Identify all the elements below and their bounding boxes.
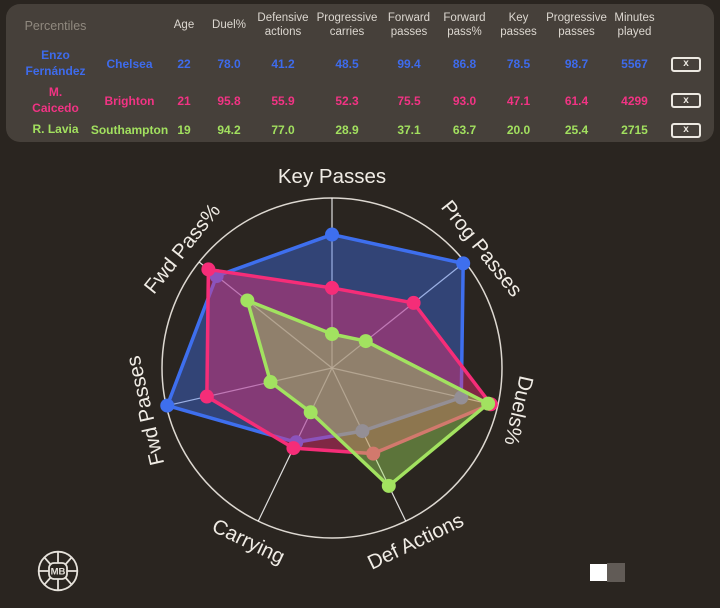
cell-duel: 78.0 (217, 57, 241, 71)
radar-data-point (406, 295, 421, 310)
player-team: Southampton (90, 123, 169, 137)
table-corner-label: Percentiles (24, 19, 87, 33)
cell-forward-pass-pct: 86.8 (452, 57, 477, 71)
cell-forward-pass-pct: 93.0 (452, 93, 477, 108)
player-team: Brighton (104, 93, 155, 108)
cell-forward-pass-pct: 63.7 (452, 123, 477, 137)
radar-spoke (166, 367, 333, 407)
radar-data-point (286, 441, 301, 456)
remove-player-button[interactable]: x (671, 93, 701, 108)
radar-series-polygon (205, 267, 493, 456)
cell-progressive-passes: 25.4 (564, 123, 589, 137)
cell-progressive-carries: 28.9 (335, 123, 359, 137)
radar-axis-label: Def Actions (364, 509, 467, 575)
cell-minutes-played: 2715 (621, 123, 648, 137)
column-header-age: Age (173, 19, 195, 32)
radar-axis-label: Carrying (209, 514, 289, 568)
radar-data-point (263, 375, 278, 390)
player-team: Chelsea (106, 57, 153, 71)
radar-data-point (481, 396, 496, 411)
cell-forward-passes: 99.4 (397, 57, 421, 71)
column-header-progressive-carries: Progressive carries (316, 12, 378, 38)
remove-player-button[interactable]: x (671, 122, 701, 138)
column-header-duel: Duel% (212, 19, 246, 32)
cell-minutes-played: 4299 (621, 93, 648, 108)
logo-text: MB (51, 566, 66, 577)
percentiles-table-panel: Percentiles Age Duel% Defensive actions … (6, 4, 714, 142)
cell-progressive-carries: 48.5 (335, 57, 359, 71)
cell-age: 19 (177, 123, 191, 137)
cell-minutes-played: 5567 (621, 57, 648, 71)
swatch-white[interactable] (590, 564, 607, 581)
cell-defensive-actions: 55.9 (271, 93, 295, 108)
cell-age: 21 (177, 93, 191, 108)
radar-data-point (355, 424, 370, 439)
cell-progressive-passes: 61.4 (564, 93, 589, 108)
player-name: Enzo Fernández (25, 48, 86, 78)
cell-forward-passes: 75.5 (397, 93, 421, 108)
column-header-minutes-played: Minutes played (614, 12, 655, 38)
column-header-forward-pass-pct: Forward pass% (443, 12, 486, 38)
radar-data-point (160, 398, 175, 413)
column-header-defensive-actions: Defensive actions (257, 12, 309, 38)
radar-spoke (331, 367, 498, 407)
player-name: R. Lavia (32, 122, 79, 137)
column-header-key-passes: Key passes (500, 12, 537, 38)
column-header-progressive-passes: Progressive passes (546, 12, 607, 38)
cell-forward-passes: 37.1 (397, 123, 421, 137)
remove-player-button[interactable]: x (671, 56, 701, 72)
cell-defensive-actions: 77.0 (271, 123, 295, 137)
radar-data-point (456, 256, 471, 271)
radar-data-point (454, 390, 469, 405)
soccer-ball-icon (37, 550, 79, 592)
radar-series-polygon (245, 298, 490, 488)
header-remove-spacer (662, 6, 710, 46)
column-header-forward-passes: Forward passes (387, 12, 431, 38)
cell-key-passes: 20.0 (506, 123, 531, 137)
cell-age: 22 (177, 57, 191, 71)
radar-data-point (358, 334, 373, 349)
cell-key-passes: 47.1 (506, 93, 531, 108)
radar-data-point (199, 389, 214, 404)
cell-progressive-carries: 52.3 (335, 93, 359, 108)
radar-data-point (325, 227, 339, 242)
swatch-gray[interactable] (607, 563, 625, 582)
mb-logo: MB (37, 550, 79, 592)
radar-spoke (331, 261, 466, 369)
cell-defensive-actions: 41.2 (271, 57, 295, 71)
cell-duel: 95.8 (217, 93, 241, 108)
radar-data-point (325, 280, 339, 295)
radar-axis-label: Duels% (499, 374, 537, 448)
player-name: M. Caicedo (32, 84, 79, 115)
header-team-spacer (97, 6, 162, 46)
percentiles-table: Percentiles Age Duel% Defensive actions … (14, 6, 714, 141)
radar-axis-label: Key Passes (278, 165, 386, 188)
radar-data-point (240, 293, 255, 308)
radar-data-point (381, 478, 396, 493)
radar-data-point (201, 262, 216, 277)
cell-progressive-passes: 98.7 (564, 57, 589, 71)
radar-data-point (325, 327, 339, 341)
cell-key-passes: 78.5 (506, 57, 531, 71)
cell-duel: 94.2 (217, 123, 241, 137)
radar-spoke (331, 367, 407, 522)
radar-data-point (303, 405, 318, 420)
radar-data-point (366, 446, 381, 461)
